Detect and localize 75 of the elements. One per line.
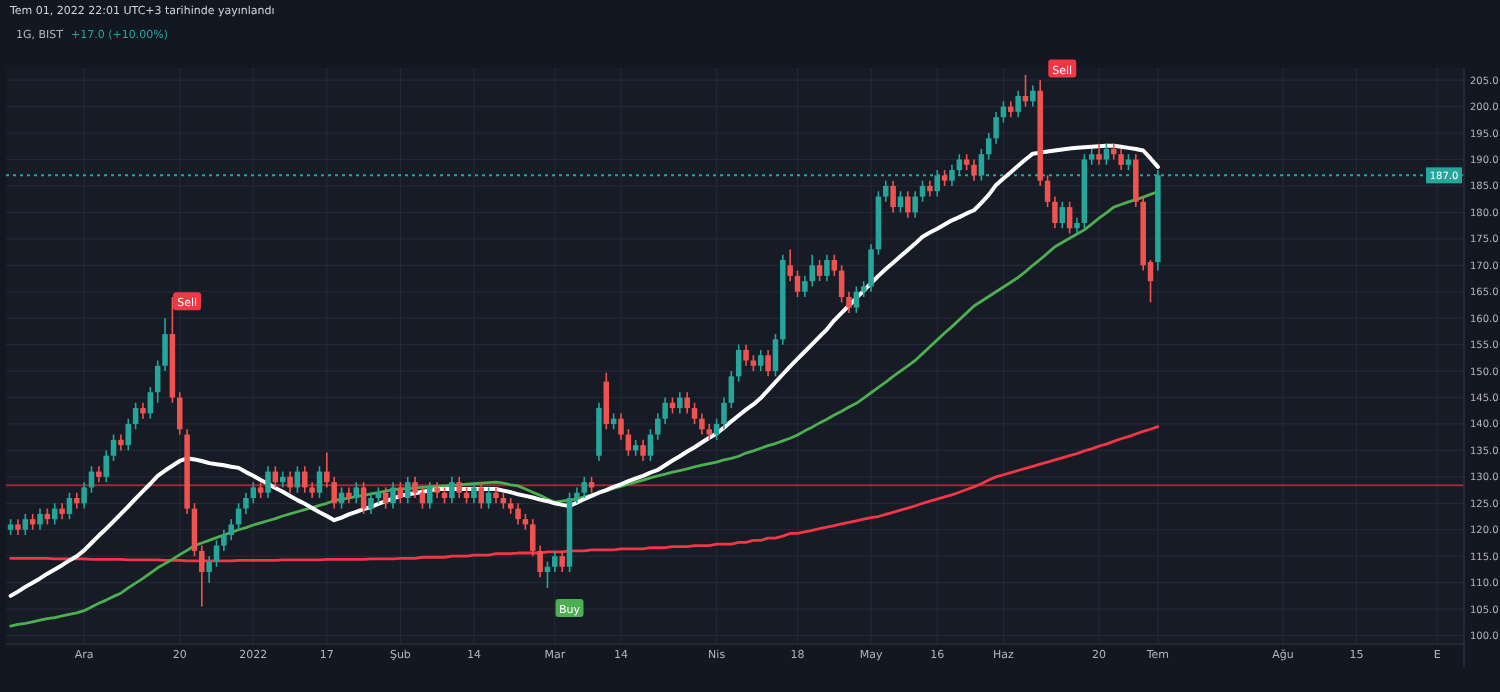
candlestick xyxy=(81,481,87,510)
candlestick xyxy=(1118,148,1124,171)
candlestick xyxy=(824,253,830,282)
candlestick xyxy=(699,412,705,436)
candlestick xyxy=(110,433,117,462)
candlestick xyxy=(1066,201,1073,235)
candlestick xyxy=(787,248,793,282)
candlestick xyxy=(368,491,374,515)
candlestick xyxy=(647,428,654,462)
candlestick xyxy=(191,502,198,557)
candlestick xyxy=(1059,201,1066,230)
candlestick xyxy=(581,476,587,499)
candlestick xyxy=(1103,142,1110,166)
candlestick xyxy=(515,502,521,526)
candlestick xyxy=(559,550,565,573)
candlestick xyxy=(147,386,154,420)
candlestick xyxy=(1044,174,1051,208)
candlestick xyxy=(816,259,823,282)
candlestick xyxy=(412,476,418,499)
candlestick xyxy=(618,412,624,441)
candlestick xyxy=(162,317,168,372)
candlestick xyxy=(1015,89,1021,118)
candlestick xyxy=(919,179,926,203)
candlestick xyxy=(449,476,455,505)
candlestick xyxy=(176,391,183,436)
candlestick xyxy=(765,349,771,378)
candlestick xyxy=(287,470,293,494)
candlestick xyxy=(713,417,720,441)
candlestick xyxy=(206,555,212,584)
candlestick xyxy=(1030,84,1036,108)
candlestick xyxy=(603,371,610,431)
candlestick xyxy=(757,349,764,372)
candlestick xyxy=(471,481,477,505)
candlestick xyxy=(971,158,977,182)
line-series xyxy=(8,143,1160,598)
candlestick xyxy=(890,179,896,214)
candlestick xyxy=(22,513,29,536)
candlestick xyxy=(427,481,433,510)
candlestick xyxy=(905,190,911,219)
candlestick xyxy=(743,343,749,367)
candlestick xyxy=(596,402,602,462)
candlestick xyxy=(728,370,735,409)
candlestick xyxy=(66,491,73,520)
candlestick xyxy=(316,465,323,499)
candlestick xyxy=(640,439,646,462)
candlestick xyxy=(103,449,109,483)
candlestick xyxy=(684,391,690,415)
candlestick xyxy=(397,481,404,505)
candlestick xyxy=(265,465,271,499)
candlestick xyxy=(478,481,485,510)
candlestick xyxy=(552,550,558,573)
candlestick xyxy=(912,190,918,219)
candlestick xyxy=(846,290,852,314)
candlestick xyxy=(772,333,779,378)
candlestick xyxy=(1052,195,1058,230)
candlestick xyxy=(691,402,698,425)
candlestick xyxy=(831,253,838,277)
candlestick xyxy=(721,396,727,431)
candlestick xyxy=(132,402,139,431)
candlestick xyxy=(390,481,396,510)
candlestick xyxy=(883,179,889,203)
candlestick xyxy=(456,476,462,499)
candlestick xyxy=(868,243,874,293)
candlestick xyxy=(37,507,43,531)
candlestick xyxy=(250,481,257,505)
candlestick xyxy=(302,465,308,494)
candlestick xyxy=(353,481,360,505)
candlestick xyxy=(677,391,683,415)
candlestick xyxy=(1096,142,1102,166)
candlestick xyxy=(794,269,801,298)
candlestick xyxy=(125,417,132,452)
candlestick xyxy=(853,285,860,314)
candlestick xyxy=(404,476,411,505)
candlestick xyxy=(360,481,367,515)
candlestick xyxy=(199,544,205,608)
